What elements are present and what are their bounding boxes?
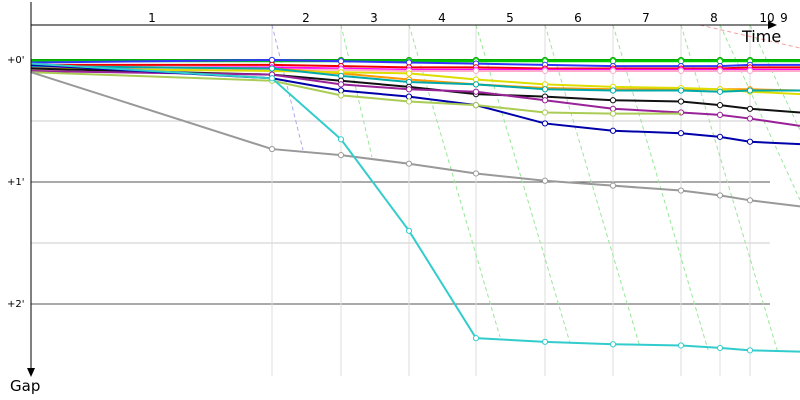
data-point	[746, 87, 754, 94]
data-point	[746, 347, 754, 354]
data-point	[609, 97, 617, 104]
data-point	[472, 67, 480, 75]
lap-marker-line	[408, 24, 501, 338]
x-tick-label: 7	[642, 11, 650, 25]
data-point	[472, 88, 480, 95]
data-point	[716, 192, 724, 199]
data-point	[716, 102, 724, 109]
data-point	[746, 115, 754, 122]
data-point	[541, 177, 549, 184]
data-point	[541, 120, 549, 127]
data-point	[677, 98, 685, 105]
lap-marker-line	[475, 24, 571, 344]
data-point	[677, 342, 685, 349]
grid	[31, 25, 770, 376]
data-point	[472, 335, 480, 342]
data-point	[609, 110, 617, 117]
data-point	[472, 81, 480, 88]
data-point	[268, 75, 276, 82]
lap-marker-line	[680, 24, 779, 354]
data-point	[405, 70, 413, 77]
data-point	[337, 136, 345, 143]
lap-marker-line	[271, 24, 304, 151]
data-point	[677, 87, 685, 94]
data-point	[609, 341, 617, 348]
data-point	[677, 67, 685, 75]
series-line	[30, 62, 800, 353]
y-tick-label: +0'	[7, 55, 25, 66]
data-point	[746, 197, 754, 204]
data-point	[716, 133, 724, 140]
x-axis-label: Time	[741, 27, 781, 46]
x-tick-label: 9	[780, 11, 788, 25]
lap-marker-line	[340, 24, 373, 158]
x-tick-label: 5	[506, 11, 514, 25]
data-point	[541, 338, 549, 345]
x-tick-label: 2	[302, 11, 310, 25]
x-tick-label: 4	[438, 11, 446, 25]
data-point	[746, 138, 754, 145]
data-point	[268, 65, 276, 72]
lap-markers	[271, 24, 800, 354]
x-tick-label: 3	[370, 11, 378, 25]
y-tick-label: +2'	[7, 299, 25, 310]
lap-marker-line	[699, 24, 800, 49]
data-point	[405, 160, 413, 167]
data-point	[609, 87, 617, 94]
data-point	[716, 88, 724, 95]
data-point	[337, 152, 345, 159]
data-point	[716, 67, 724, 75]
data-point	[716, 344, 724, 352]
data-point	[405, 86, 413, 93]
data-point	[472, 170, 480, 177]
x-axis-arrow	[768, 21, 777, 29]
data-point	[541, 67, 549, 75]
data-point	[716, 111, 724, 119]
data-point	[541, 97, 549, 104]
y-axis-label: Gap	[10, 377, 40, 395]
series-line	[30, 71, 800, 208]
data-point	[609, 127, 617, 134]
data-point	[541, 86, 549, 93]
data-point	[337, 81, 345, 88]
data-point	[746, 67, 754, 75]
data-point	[405, 98, 413, 105]
data-point	[609, 182, 617, 189]
data-point	[541, 109, 549, 116]
data-point	[677, 187, 685, 194]
data-point	[405, 227, 413, 234]
data-point	[677, 130, 685, 137]
y-tick-label: +1'	[7, 177, 25, 188]
lap-marker-line	[749, 24, 800, 131]
y-axis-arrow	[27, 368, 35, 377]
data-point	[746, 105, 754, 112]
tick-labels: 1 2 3 4 5 6 7 8 10 9 +0' +1' +2'	[7, 11, 788, 310]
data-point	[337, 92, 345, 99]
x-tick-label: 8	[710, 11, 718, 25]
series-lines	[30, 56, 800, 354]
series-line	[30, 71, 681, 115]
x-tick-label: 6	[574, 11, 582, 25]
data-point	[472, 102, 480, 109]
x-tick-label: 10	[759, 11, 774, 25]
x-tick-label: 1	[148, 11, 156, 25]
data-point	[268, 145, 276, 153]
axes: Time Gap	[10, 2, 781, 395]
lap-marker-line	[612, 24, 709, 351]
data-point	[609, 67, 617, 75]
